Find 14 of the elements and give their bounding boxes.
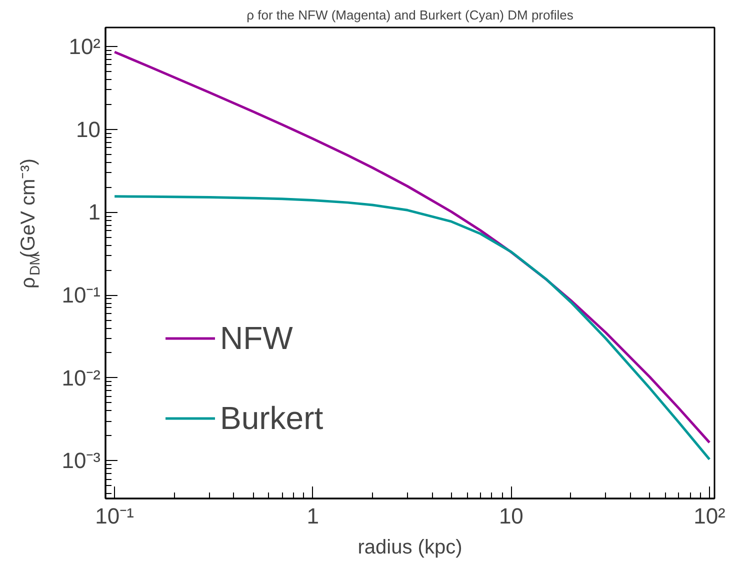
x-axis-title: radius (kpc)	[358, 536, 462, 558]
y-tick-label: 10²	[68, 34, 100, 60]
y-tick-label: 10⁻³	[62, 448, 100, 474]
x-tick-label: 1	[306, 504, 320, 528]
x-tick-label: 10⁻¹	[95, 504, 134, 528]
y-tick-label: 10	[76, 116, 101, 142]
x-tick-label: 10	[498, 504, 524, 528]
x-tick-label: 10²	[694, 504, 726, 528]
legend-label: NFW	[220, 318, 293, 358]
y-tick-label: 1	[88, 200, 101, 225]
chart-title: ρ for the NFW (Magenta) and Burkert (Cyan) DM profiles	[246, 8, 574, 22]
y-tick-label: 10⁻²	[62, 365, 100, 390]
legend-label: Burkert	[220, 398, 324, 438]
y-tick-label: 10⁻¹	[62, 282, 100, 308]
